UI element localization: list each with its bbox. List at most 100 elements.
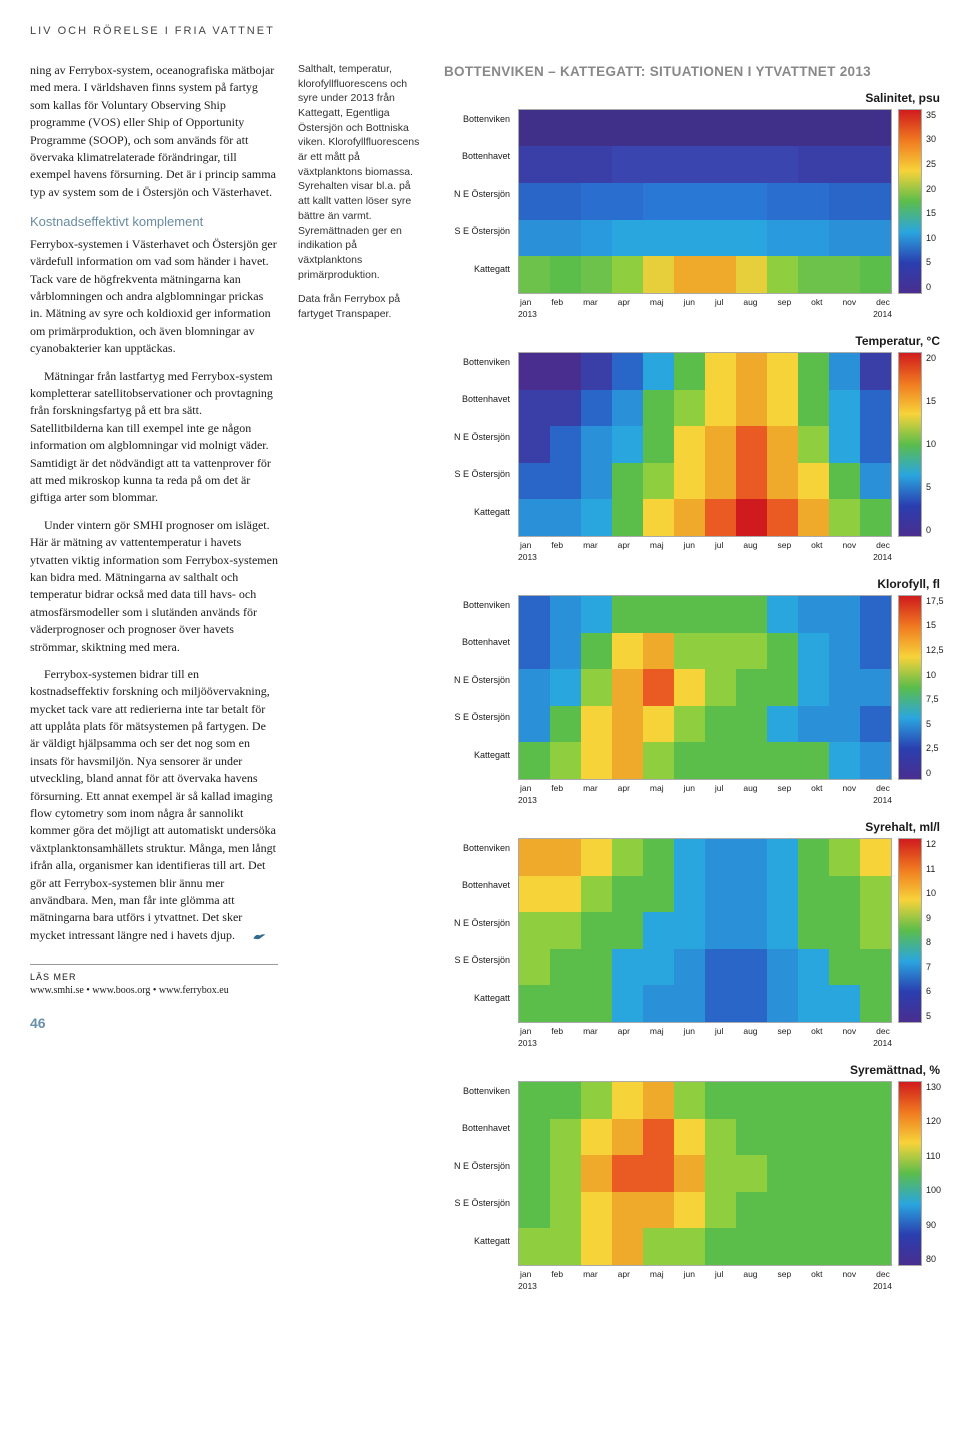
x-axis-tick: jun — [684, 296, 695, 308]
colorbar-tick: 7,5 — [922, 693, 944, 706]
colorbar-tick: 20 — [922, 183, 944, 196]
x-axis-tick: apr — [618, 1268, 630, 1280]
x-axis-tick: jul — [715, 296, 724, 308]
x-axis-tick: jan — [520, 1268, 531, 1280]
colorbar-tick: 0 — [922, 767, 944, 780]
x-year-right: 2014 — [873, 794, 892, 806]
x-axis-tick: dec — [876, 1025, 890, 1037]
panel-title: Syremättnad, % — [444, 1062, 944, 1079]
colorbar-tick: 11 — [922, 863, 944, 876]
heatmap-area — [518, 1081, 892, 1266]
panel-title: Klorofyll, fl — [444, 576, 944, 593]
y-axis-label: Bottenhavet — [444, 879, 510, 892]
heatmap-area — [518, 595, 892, 780]
x-axis-tick: jan — [520, 782, 531, 794]
x-axis-tick: sep — [777, 782, 791, 794]
panel-x-labels: janfebmaraprmajjunjulaugsepoktnovdec — [518, 294, 892, 308]
x-axis-tick: dec — [876, 1268, 890, 1280]
x-axis-tick: feb — [551, 296, 563, 308]
x-axis-tick: maj — [650, 1268, 664, 1280]
x-axis-tick: dec — [876, 539, 890, 551]
y-axis-label: S E Östersjön — [444, 225, 510, 238]
y-axis-label: N E Östersjön — [444, 674, 510, 687]
y-axis-label: S E Östersjön — [444, 1197, 510, 1210]
y-axis-label: Kattegatt — [444, 263, 510, 276]
figure-title: BOTTENVIKEN – KATTEGATT: SITUATIONEN I Y… — [444, 62, 944, 82]
figure-column: BOTTENVIKEN – KATTEGATT: SITUATIONEN I Y… — [444, 62, 944, 1293]
panel-y-labels: BottenvikenBottenhavetN E ÖstersjönS E Ö… — [444, 109, 514, 294]
colorbar-tick: 5 — [922, 256, 944, 269]
y-axis-label: S E Östersjön — [444, 954, 510, 967]
x-axis-tick: sep — [777, 296, 791, 308]
x-axis-tick: aug — [743, 1025, 757, 1037]
y-axis-label: Kattegatt — [444, 506, 510, 519]
x-axis-tick: feb — [551, 1268, 563, 1280]
panel-x-year: 20132014 — [518, 308, 892, 320]
x-axis-tick: maj — [650, 782, 664, 794]
colorbar-tick: 10 — [922, 438, 944, 451]
colorbar-tick: 100 — [922, 1184, 944, 1197]
x-axis-tick: feb — [551, 539, 563, 551]
body-subhead: Kostnadseffektivt komplement — [30, 213, 278, 232]
x-axis-tick: okt — [811, 296, 822, 308]
body-paragraph: Under vintern gör SMHI prognoser om islä… — [30, 517, 278, 656]
x-axis-tick: jun — [684, 539, 695, 551]
x-axis-tick: jul — [715, 782, 724, 794]
x-year-left: 2013 — [518, 308, 537, 320]
x-axis-tick: jun — [684, 1025, 695, 1037]
y-axis-label: Bottenhavet — [444, 150, 510, 163]
x-axis-tick: nov — [842, 1268, 856, 1280]
y-axis-label: Bottenhavet — [444, 1122, 510, 1135]
color-bar: 17,51512,5107,552,50 — [896, 595, 944, 780]
x-axis-tick: jul — [715, 1268, 724, 1280]
colorbar-tick: 10 — [922, 887, 944, 900]
x-year-left: 2013 — [518, 794, 537, 806]
heatmap-panel: Temperatur, °C BottenvikenBottenhavetN E … — [444, 333, 944, 564]
x-axis-tick: apr — [618, 296, 630, 308]
x-axis-tick: nov — [842, 1025, 856, 1037]
x-axis-tick: dec — [876, 782, 890, 794]
x-axis-tick: apr — [618, 539, 630, 551]
y-axis-label: N E Östersjön — [444, 1160, 510, 1173]
colorbar-tick: 8 — [922, 936, 944, 949]
colorbar-tick: 17,5 — [922, 595, 944, 608]
x-axis-tick: aug — [743, 782, 757, 794]
color-bar: 12111098765 — [896, 838, 944, 1023]
colorbar-tick: 5 — [922, 718, 944, 731]
x-axis-tick: apr — [618, 782, 630, 794]
x-axis-tick: mar — [583, 1025, 598, 1037]
panel-y-labels: BottenvikenBottenhavetN E ÖstersjönS E Ö… — [444, 352, 514, 537]
colorbar-tick: 110 — [922, 1150, 944, 1163]
heatmap-panel: Klorofyll, fl BottenvikenBottenhavetN E Ö… — [444, 576, 944, 807]
colorbar-tick: 5 — [922, 1010, 944, 1023]
y-axis-label: S E Östersjön — [444, 468, 510, 481]
x-axis-tick: maj — [650, 296, 664, 308]
x-axis-tick: dec — [876, 296, 890, 308]
x-axis-tick: okt — [811, 539, 822, 551]
panel-x-year: 20132014 — [518, 1037, 892, 1049]
x-axis-tick: apr — [618, 1025, 630, 1037]
x-axis-tick: jun — [684, 782, 695, 794]
x-axis-tick: maj — [650, 1025, 664, 1037]
colorbar-tick: 90 — [922, 1219, 944, 1232]
x-axis-tick: okt — [811, 1025, 822, 1037]
heatmap-area — [518, 109, 892, 294]
colorbar-tick: 15 — [922, 395, 944, 408]
panel-y-labels: BottenvikenBottenhavetN E ÖstersjönS E Ö… — [444, 595, 514, 780]
color-bar: 20151050 — [896, 352, 944, 537]
x-axis-tick: sep — [777, 539, 791, 551]
colorbar-tick: 2,5 — [922, 742, 944, 755]
colorbar-tick: 130 — [922, 1081, 944, 1094]
panel-title: Temperatur, °C — [444, 333, 944, 350]
y-axis-label: Kattegatt — [444, 1235, 510, 1248]
figure-caption: Salthalt, temperatur, klorofyllfluoresce… — [298, 62, 424, 282]
x-axis-tick: jan — [520, 539, 531, 551]
x-axis-tick: okt — [811, 1268, 822, 1280]
y-axis-label: Kattegatt — [444, 749, 510, 762]
y-axis-label: Bottenviken — [444, 1085, 510, 1098]
y-axis-label: N E Östersjön — [444, 917, 510, 930]
references-box: LÄS MER www.smhi.se • www.boos.org • www… — [30, 964, 278, 999]
panel-title: Salinitet, psu — [444, 90, 944, 107]
x-axis-tick: nov — [842, 296, 856, 308]
colorbar-tick: 0 — [922, 281, 944, 294]
